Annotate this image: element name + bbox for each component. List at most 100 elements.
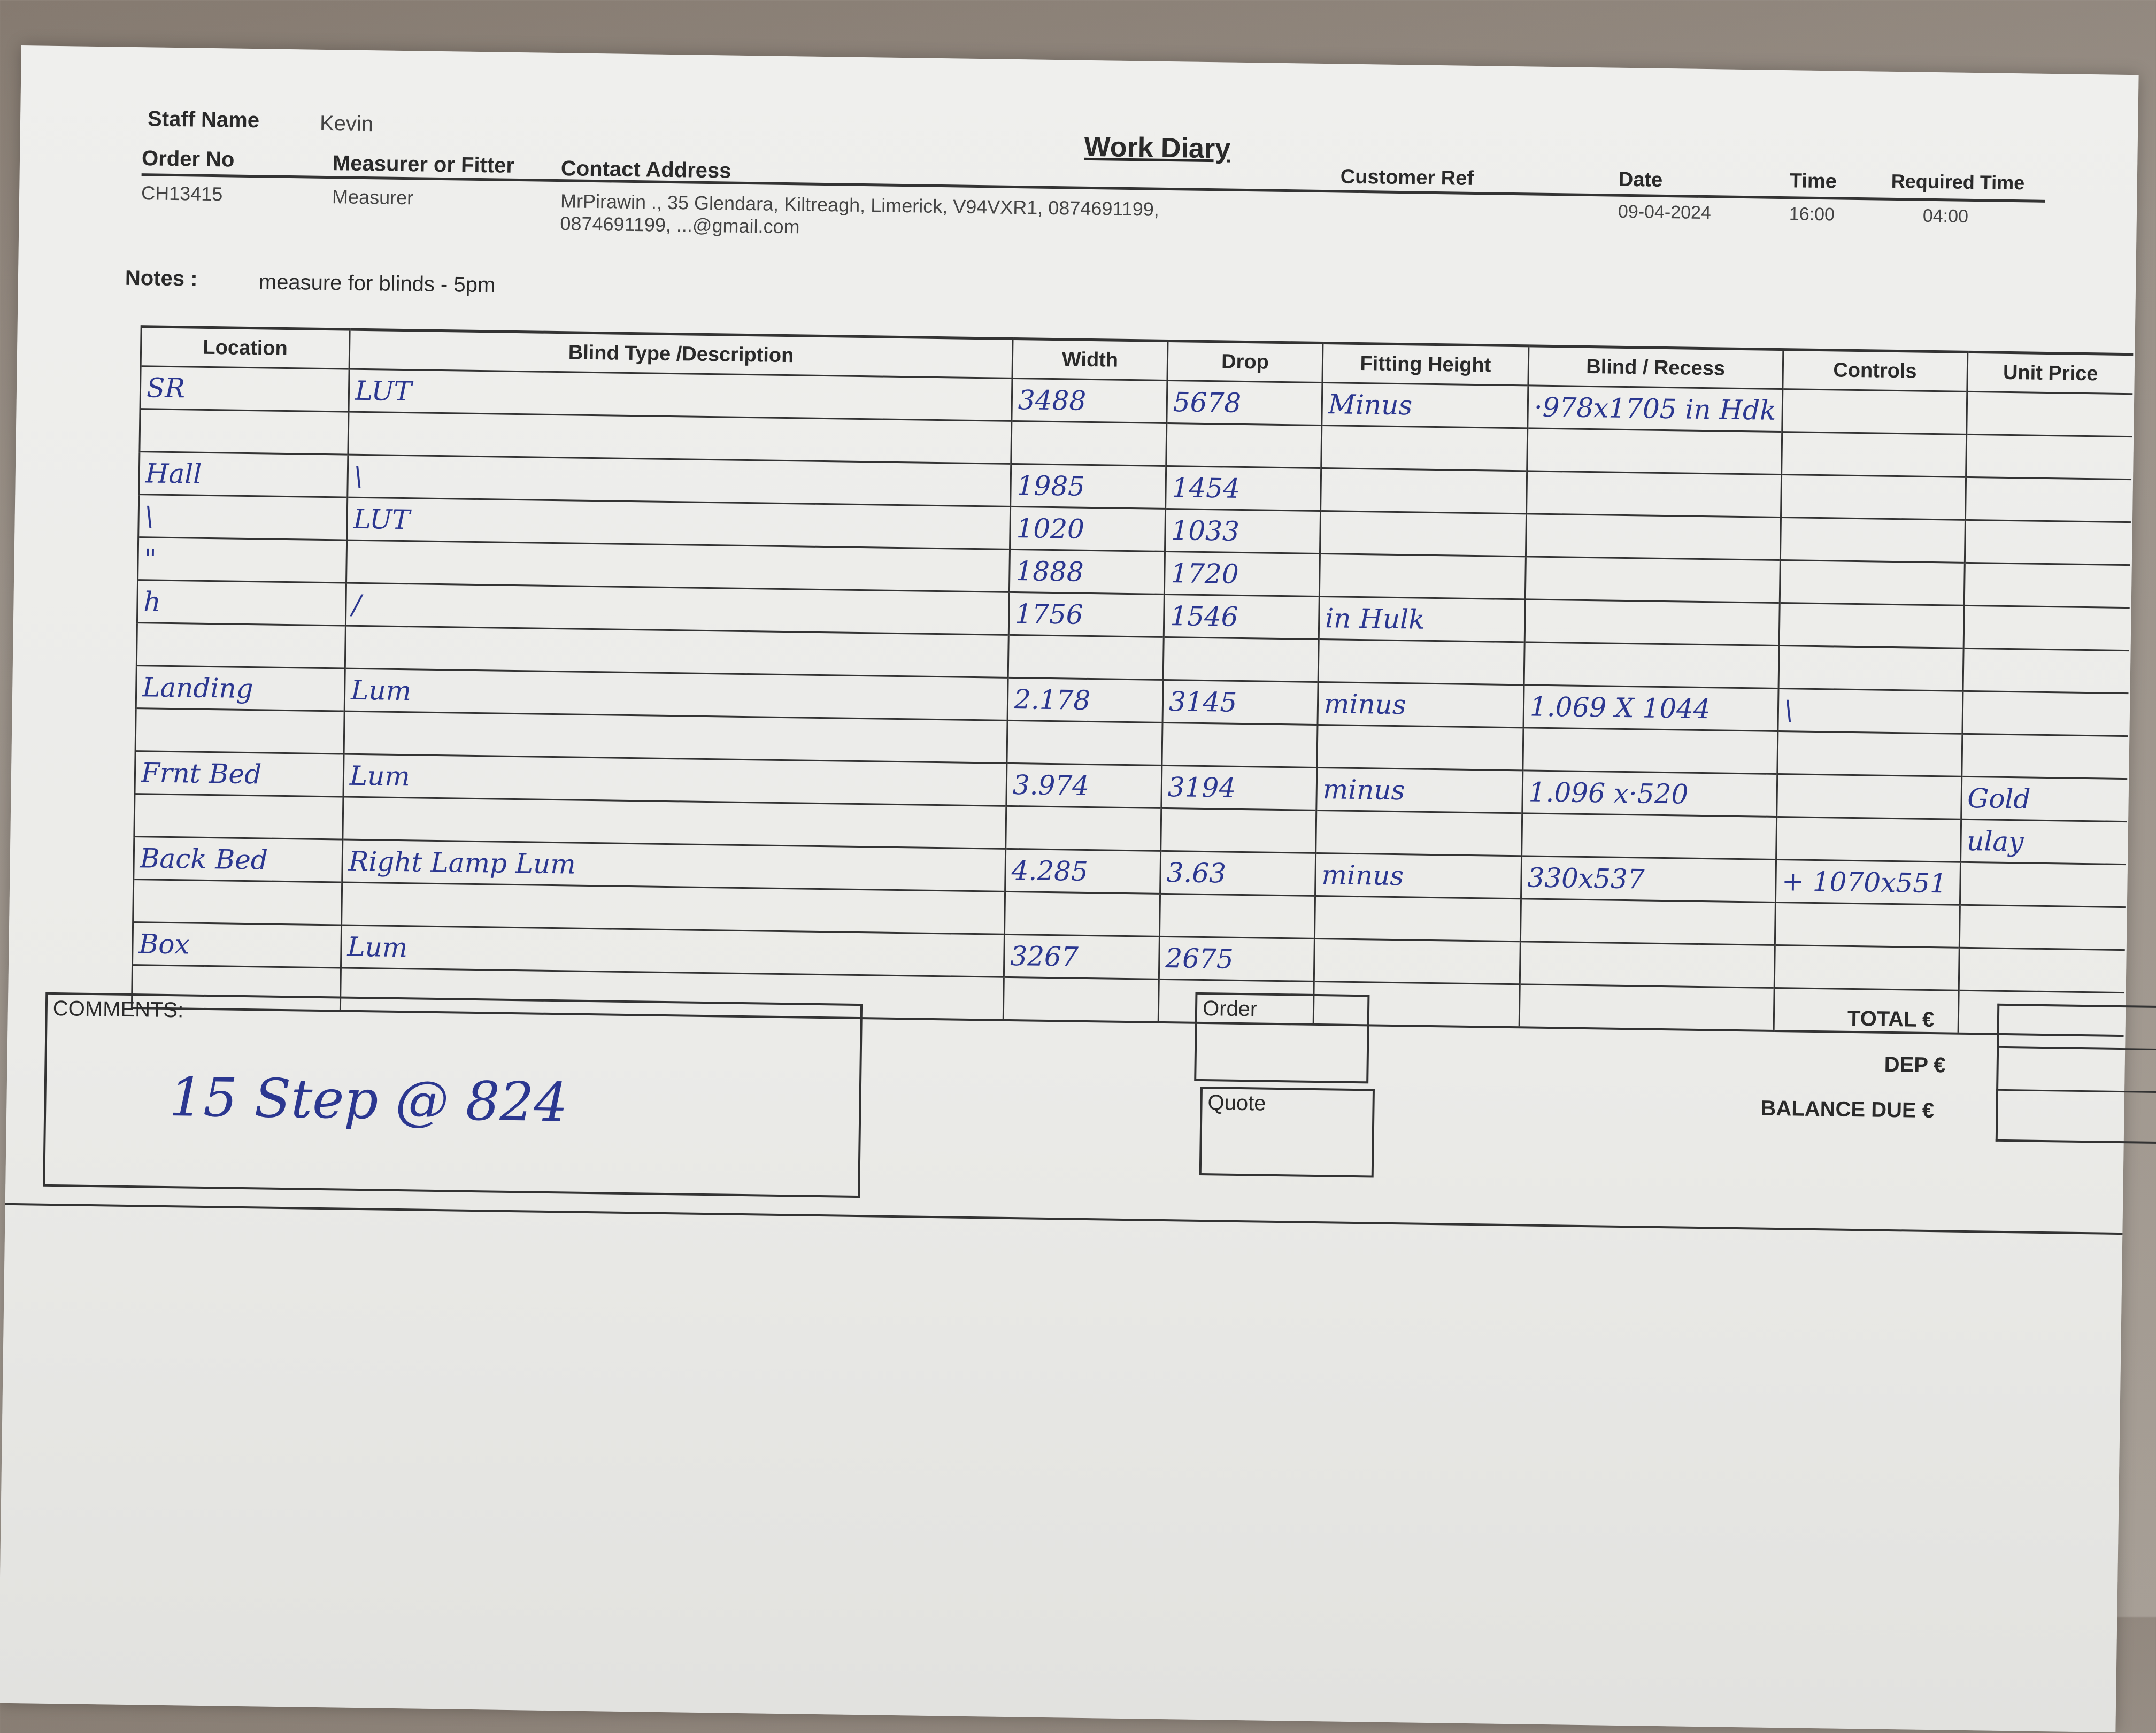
table-cell: 3145 <box>1162 680 1319 725</box>
table-cell <box>1958 948 2125 993</box>
staff-name-value: Kevin <box>319 111 374 136</box>
table-cell <box>1964 563 2130 608</box>
required-time-value: 04:00 <box>1922 205 1969 227</box>
table-cell <box>1525 556 1781 603</box>
table-cell <box>1519 984 1774 1031</box>
table-cell <box>1959 905 2126 950</box>
order-checkbox[interactable]: Order <box>1194 992 1370 1084</box>
column-header: Controls <box>1782 349 1968 392</box>
table-cell: ·978x1705 in Hdk <box>1527 385 1783 432</box>
table-cell <box>1966 434 2132 480</box>
table-cell: ulay <box>1960 819 2127 865</box>
table-cell: Gold <box>1961 776 2128 822</box>
table-cell: 3.974 <box>1006 763 1162 808</box>
table-cell <box>1320 511 1527 557</box>
table-cell: minus <box>1317 682 1524 728</box>
table-cell <box>136 622 346 669</box>
table-cell <box>1320 468 1527 514</box>
table-cell <box>1776 817 1961 862</box>
table-cell <box>1316 725 1523 771</box>
table-cell <box>1521 813 1777 860</box>
table-cell <box>1314 938 1521 984</box>
table-cell <box>1004 891 1160 937</box>
column-header: Width <box>1012 338 1168 381</box>
table-cell <box>1006 720 1163 766</box>
table-cell: 1985 <box>1010 464 1166 509</box>
table-cell <box>1961 734 2128 779</box>
column-header: Blind / Recess <box>1528 345 1783 389</box>
comments-box: COMMENTS: 15 Step @ 824 <box>43 992 863 1198</box>
table-cell <box>1781 432 1967 477</box>
table-cell: 1888 <box>1009 549 1165 595</box>
table-cell <box>1159 894 1315 939</box>
table-cell <box>1321 425 1528 471</box>
table-cell: minus <box>1316 767 1523 813</box>
date-value: 09-04-2024 <box>1618 201 1712 224</box>
table-cell <box>1161 722 1318 768</box>
table-cell: 330x537 <box>1521 856 1776 903</box>
quote-checkbox[interactable]: Quote <box>1199 1086 1375 1178</box>
role-label: Measurer or Fitter <box>332 151 515 178</box>
table-cell: minus <box>1315 853 1522 899</box>
table-cell <box>1965 520 2131 565</box>
table-cell <box>1008 635 1164 680</box>
table-cell <box>1315 810 1522 856</box>
totals-value-box <box>1995 1003 2156 1144</box>
table-cell <box>1777 731 1962 777</box>
table-cell: Hall <box>138 451 348 498</box>
table-cell: 3194 <box>1161 765 1317 811</box>
table-cell: 3.63 <box>1160 851 1316 896</box>
table-cell <box>1526 471 1782 518</box>
table-cell <box>1966 391 2133 437</box>
table-cell: 1454 <box>1165 466 1321 511</box>
table-cell <box>1962 648 2129 694</box>
table-cell <box>134 794 343 840</box>
table-cell: SR <box>140 366 350 412</box>
dep-label: DEP € <box>1884 1052 1946 1077</box>
table-cell: 1033 <box>1165 509 1321 554</box>
table-cell <box>1962 691 2129 736</box>
table-cell: 1720 <box>1164 551 1320 597</box>
column-header: Fitting Height <box>1322 343 1529 386</box>
total-label: TOTAL € <box>1847 1006 1935 1032</box>
table-cell: \ <box>138 494 348 541</box>
column-header: Drop <box>1167 341 1323 383</box>
form-bottom-line <box>5 1203 2123 1235</box>
table-cell <box>1524 642 1779 689</box>
table-cell: in Hulk <box>1319 596 1526 642</box>
table-cell <box>1520 941 1775 988</box>
balance-due-label: BALANCE DUE € <box>1760 1096 1935 1123</box>
customer-ref-label: Customer Ref <box>1340 165 1474 190</box>
table-cell <box>133 879 342 926</box>
table-cell: Landing <box>136 665 345 712</box>
table-cell: h <box>137 580 346 626</box>
table-cell: Minus <box>1321 382 1528 428</box>
comments-label: COMMENTS: <box>52 996 184 1022</box>
order-label: Order <box>1202 997 1258 1021</box>
notes-label: Notes : <box>125 266 198 291</box>
table-cell: 2675 <box>1159 936 1315 982</box>
table-cell <box>1778 645 1964 691</box>
table-cell: 5678 <box>1166 380 1322 426</box>
table-cell: " <box>137 537 347 583</box>
table-cell: Frnt Bed <box>134 751 344 797</box>
table-cell <box>1965 477 2132 522</box>
table-cell: Back Bed <box>133 836 343 883</box>
table-cell <box>1774 945 1959 991</box>
table-cell <box>139 409 349 455</box>
table-cell <box>1005 806 1161 851</box>
table-cell: 4.285 <box>1005 849 1161 894</box>
table-cell <box>1960 862 2127 907</box>
table-cell <box>1526 513 1781 560</box>
required-time-label: Required Time <box>1891 170 2025 194</box>
table-cell: 3488 <box>1011 378 1167 423</box>
measurements-table: Location Blind Type /Description Width Drop… <box>131 325 2134 1037</box>
date-label: Date <box>1618 168 1663 191</box>
quote-label: Quote <box>1207 1091 1266 1115</box>
table-cell <box>1522 727 1778 774</box>
table-cell <box>135 708 345 754</box>
staff-name-label: Staff Name <box>147 107 260 133</box>
notes-text: measure for blinds - 5pm <box>258 270 496 297</box>
table-cell <box>1524 599 1780 646</box>
table-cell <box>1527 428 1782 475</box>
